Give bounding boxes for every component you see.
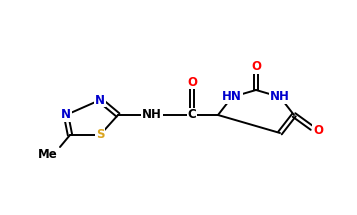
Text: N: N xyxy=(95,94,105,106)
Text: O: O xyxy=(251,60,261,74)
Text: HN: HN xyxy=(222,91,242,103)
Text: NH: NH xyxy=(142,109,162,121)
Text: C: C xyxy=(188,109,196,121)
Text: S: S xyxy=(96,129,104,141)
Text: N: N xyxy=(61,109,71,121)
Text: O: O xyxy=(187,75,197,89)
Text: O: O xyxy=(313,124,323,138)
Text: NH: NH xyxy=(270,91,290,103)
Text: Me: Me xyxy=(38,149,58,161)
